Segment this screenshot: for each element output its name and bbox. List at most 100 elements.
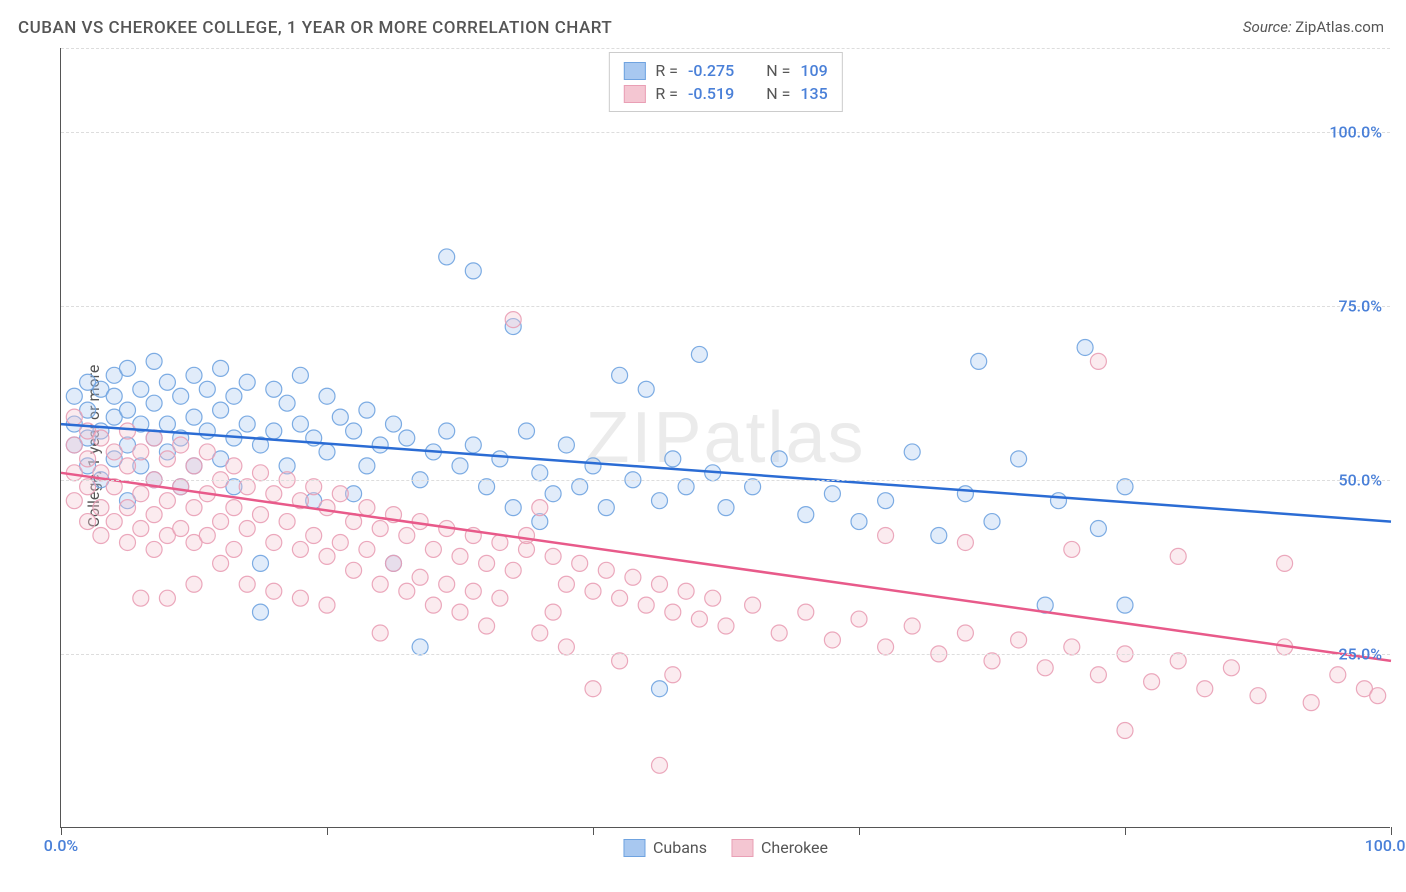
data-point bbox=[1170, 548, 1186, 564]
data-point bbox=[386, 555, 402, 571]
data-point bbox=[106, 444, 122, 460]
data-point bbox=[665, 604, 681, 620]
data-point bbox=[133, 486, 149, 502]
data-point bbox=[319, 500, 335, 516]
y-tick-label: 75.0% bbox=[1338, 296, 1382, 315]
data-point bbox=[292, 416, 308, 432]
data-point bbox=[80, 451, 96, 467]
data-point bbox=[492, 451, 508, 467]
data-point bbox=[372, 576, 388, 592]
source-value: ZipAtlas.com bbox=[1295, 18, 1384, 36]
data-point bbox=[771, 625, 787, 641]
data-point bbox=[319, 388, 335, 404]
data-point bbox=[465, 583, 481, 599]
data-point bbox=[266, 583, 282, 599]
data-point bbox=[745, 479, 761, 495]
data-point bbox=[120, 458, 136, 474]
data-point bbox=[1117, 723, 1133, 739]
data-point bbox=[292, 590, 308, 606]
data-point bbox=[253, 604, 269, 620]
data-point bbox=[1303, 695, 1319, 711]
data-point bbox=[638, 381, 654, 397]
data-point bbox=[332, 486, 348, 502]
chart-container: CUBAN VS CHEROKEE COLLEGE, 1 YEAR OR MOR… bbox=[0, 0, 1406, 892]
data-point bbox=[545, 548, 561, 564]
data-point bbox=[1277, 555, 1293, 571]
data-point bbox=[332, 409, 348, 425]
data-point bbox=[984, 514, 1000, 530]
data-point bbox=[66, 493, 82, 509]
data-point bbox=[359, 500, 375, 516]
data-point bbox=[133, 381, 149, 397]
data-point bbox=[199, 423, 215, 439]
data-point bbox=[1330, 667, 1346, 683]
data-point bbox=[120, 500, 136, 516]
data-point bbox=[213, 360, 229, 376]
data-point bbox=[359, 458, 375, 474]
chart-title: CUBAN VS CHEROKEE COLLEGE, 1 YEAR OR MOR… bbox=[18, 18, 612, 38]
data-point bbox=[452, 458, 468, 474]
y-tick-label: 50.0% bbox=[1338, 470, 1382, 489]
x-tick-mark bbox=[1125, 827, 1126, 835]
data-point bbox=[465, 437, 481, 453]
data-point bbox=[505, 562, 521, 578]
data-point bbox=[159, 374, 175, 390]
data-point bbox=[319, 548, 335, 564]
data-point bbox=[66, 437, 82, 453]
data-point bbox=[292, 367, 308, 383]
data-point bbox=[173, 521, 189, 537]
data-point bbox=[213, 514, 229, 530]
data-point bbox=[1170, 653, 1186, 669]
data-point bbox=[1011, 451, 1027, 467]
plot-area: ZIPatlas R = -0.275 N = 109 R = -0.519 N… bbox=[60, 48, 1390, 828]
data-point bbox=[532, 625, 548, 641]
data-point bbox=[824, 486, 840, 502]
data-point bbox=[199, 528, 215, 544]
data-point bbox=[439, 423, 455, 439]
data-point bbox=[213, 402, 229, 418]
data-point bbox=[253, 507, 269, 523]
data-point bbox=[957, 625, 973, 641]
data-point bbox=[532, 500, 548, 516]
data-point bbox=[93, 430, 109, 446]
legend-item-cubans: Cubans bbox=[623, 838, 707, 857]
gridline bbox=[61, 132, 1390, 133]
data-point bbox=[971, 353, 987, 369]
x-tick-label: 100.0% bbox=[1365, 836, 1406, 855]
data-point bbox=[678, 479, 694, 495]
x-tick-mark bbox=[859, 827, 860, 835]
data-point bbox=[545, 486, 561, 502]
data-point bbox=[226, 500, 242, 516]
data-point bbox=[372, 625, 388, 641]
data-point bbox=[106, 514, 122, 530]
data-point bbox=[173, 388, 189, 404]
data-point bbox=[133, 444, 149, 460]
data-point bbox=[638, 597, 654, 613]
data-point bbox=[173, 437, 189, 453]
data-point bbox=[372, 521, 388, 537]
data-point bbox=[452, 604, 468, 620]
data-point bbox=[186, 367, 202, 383]
data-point bbox=[332, 534, 348, 550]
data-point bbox=[226, 388, 242, 404]
data-point bbox=[292, 541, 308, 557]
data-point bbox=[1064, 639, 1080, 655]
data-point bbox=[652, 493, 668, 509]
data-point bbox=[745, 597, 761, 613]
x-tick-mark bbox=[593, 827, 594, 835]
data-point bbox=[279, 395, 295, 411]
data-point bbox=[120, 360, 136, 376]
data-point bbox=[93, 528, 109, 544]
data-point bbox=[425, 541, 441, 557]
data-point bbox=[878, 493, 894, 509]
data-point bbox=[652, 681, 668, 697]
data-point bbox=[120, 534, 136, 550]
data-point bbox=[213, 555, 229, 571]
data-point bbox=[226, 458, 242, 474]
data-point bbox=[957, 486, 973, 502]
data-point bbox=[532, 465, 548, 481]
gridline bbox=[61, 48, 1390, 49]
data-point bbox=[984, 653, 1000, 669]
data-point bbox=[585, 681, 601, 697]
data-point bbox=[718, 618, 734, 634]
